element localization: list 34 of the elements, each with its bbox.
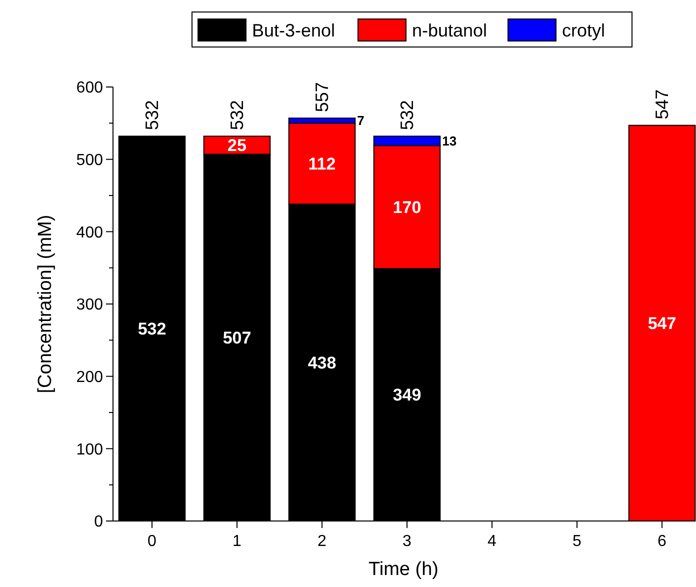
- data-label: 170: [392, 198, 422, 218]
- data-label: 349: [392, 386, 422, 405]
- y-tick-label: 0: [94, 514, 104, 531]
- data-label: 547: [648, 314, 676, 334]
- data-label: 438: [308, 354, 336, 373]
- x-tick-label: 4: [488, 533, 497, 550]
- y-tick-label: 300: [76, 296, 104, 314]
- data-label: 532: [138, 320, 166, 339]
- data-label: 112: [308, 154, 336, 174]
- x-tick-label: 1: [232, 533, 242, 550]
- y-tick-label: 600: [76, 80, 104, 97]
- legend-label: But-3-enol: [252, 20, 336, 40]
- total-label: 532: [142, 100, 162, 130]
- x-tick-label: 5: [572, 533, 582, 550]
- x-tick-label: 2: [318, 533, 327, 550]
- y-tick-label: 100: [76, 441, 104, 458]
- y-tick-label: 200: [76, 368, 104, 386]
- x-tick-label: 6: [658, 533, 667, 550]
- x-tick-label: 0: [148, 533, 157, 550]
- total-label: 532: [227, 100, 247, 130]
- y-tick-label: 500: [76, 152, 104, 169]
- total-label: 547: [652, 89, 672, 120]
- y-axis-title: [Concentration] (mM): [35, 214, 56, 394]
- legend-label: crotyl: [562, 20, 606, 40]
- x-axis-title: Time (h): [368, 559, 439, 580]
- legend-label: n-butanol: [412, 20, 488, 40]
- data-label: 7: [357, 113, 364, 128]
- total-label: 557: [312, 82, 332, 112]
- total-label: 532: [397, 100, 417, 130]
- data-label: 13: [442, 133, 457, 148]
- data-label: 507: [222, 328, 252, 348]
- y-tick-label: 400: [76, 224, 104, 242]
- data-label: 25: [228, 136, 246, 156]
- x-tick-label: 3: [402, 533, 412, 550]
